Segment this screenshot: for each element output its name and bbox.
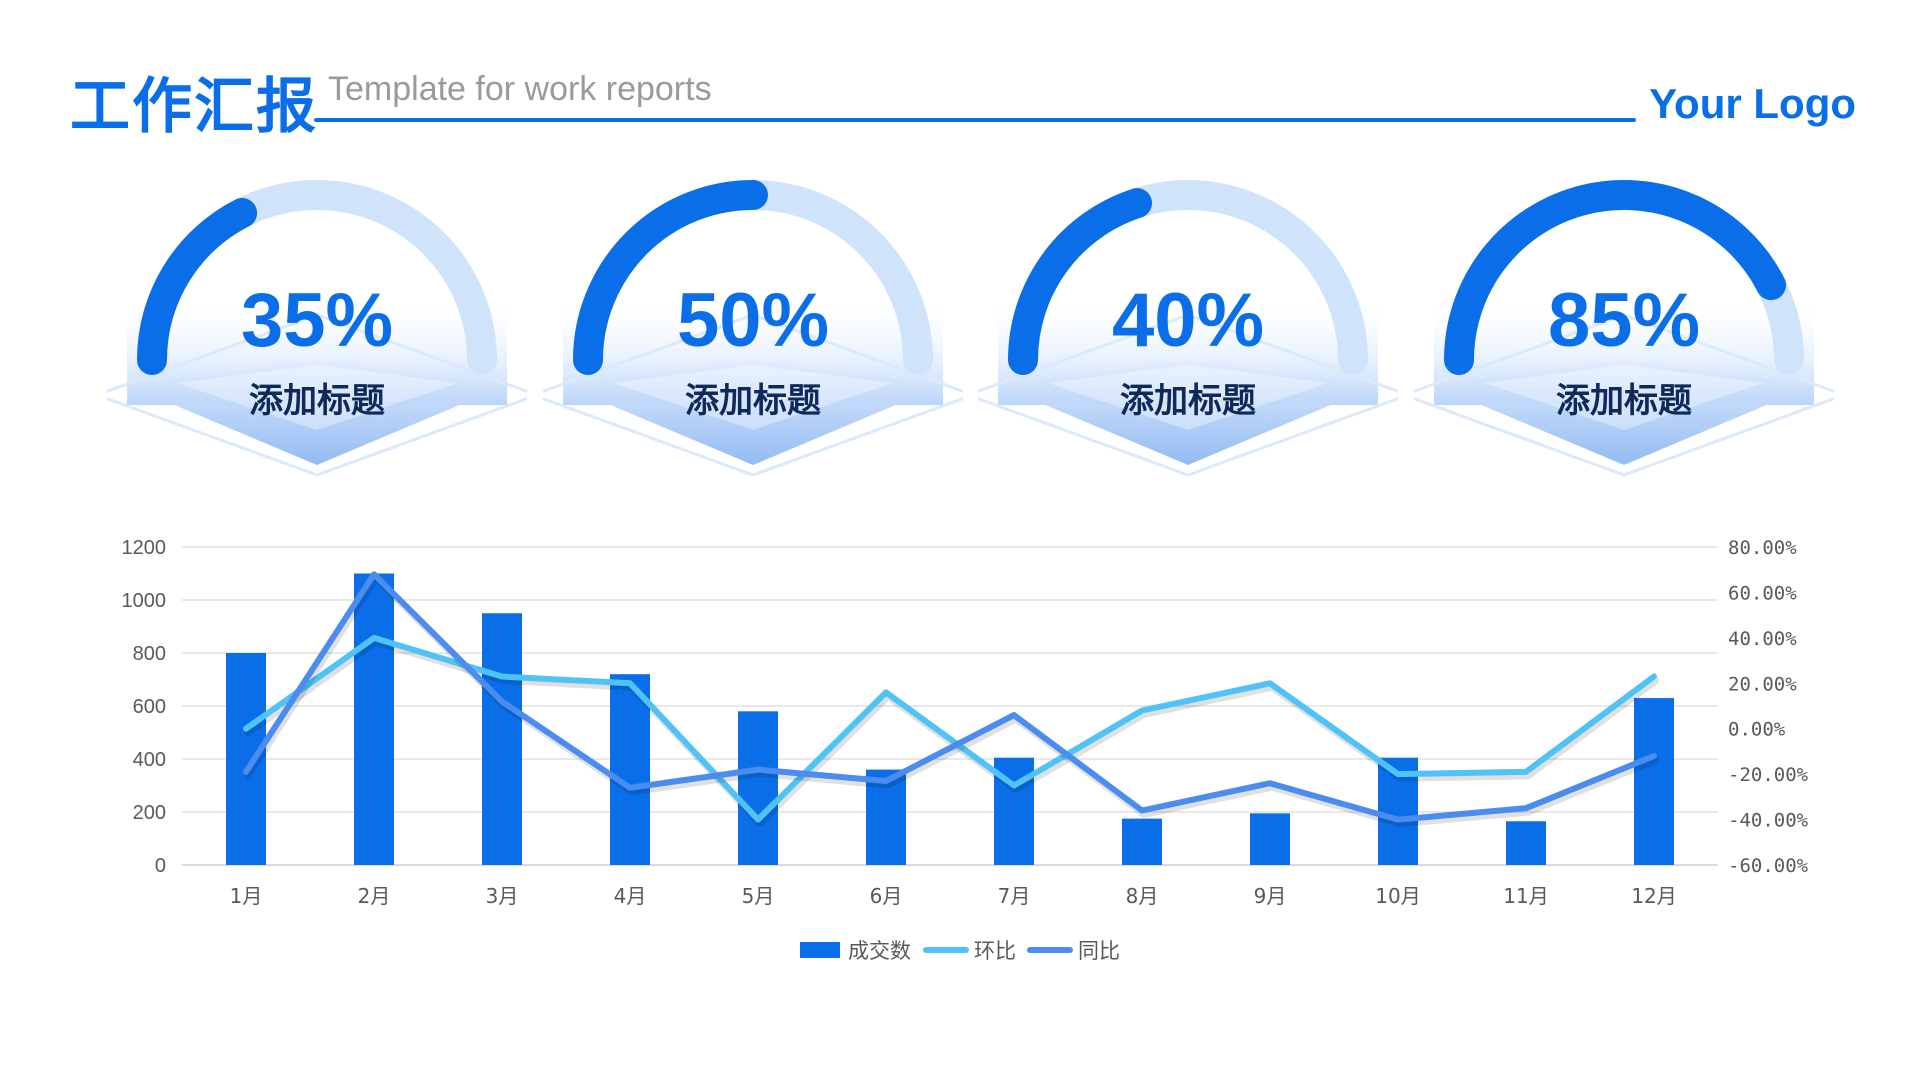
bar xyxy=(482,613,522,865)
kpi-platform-highlight xyxy=(1048,365,1328,430)
bar xyxy=(1506,821,1546,865)
kpi-label-1: 添加标题 xyxy=(249,381,385,421)
series-line-yoy xyxy=(243,571,1657,823)
kpi-value-2: 50% xyxy=(676,278,830,363)
bar xyxy=(1122,818,1162,865)
x-tick: 2月 xyxy=(358,884,391,908)
kpi-gauge-progress xyxy=(573,180,768,375)
x-tick: 9月 xyxy=(1254,884,1287,908)
kpi-gauge-progress xyxy=(1008,188,1153,375)
bar xyxy=(738,711,778,865)
kpi-platform-outline xyxy=(543,313,963,477)
page-title: 工作汇报 xyxy=(70,72,318,142)
x-tick: 4月 xyxy=(614,884,647,908)
kpi-card-4: 85% 添加标题 xyxy=(1414,175,1834,520)
x-tick: 7月 xyxy=(998,884,1031,908)
y-right-tick: 20.00% xyxy=(1728,673,1797,695)
y-right-tick: -20.00% xyxy=(1728,764,1809,786)
kpi-label-3: 添加标题 xyxy=(1120,381,1256,421)
kpi-platform-outline xyxy=(1414,313,1834,477)
kpi-gauge-progress xyxy=(137,197,258,375)
series-line-shadow xyxy=(244,638,1660,828)
x-tick: 3月 xyxy=(486,884,519,908)
series-line-shadow xyxy=(244,574,1660,828)
kpi-value-4: 85% xyxy=(1547,278,1701,363)
x-tick: 1月 xyxy=(230,884,263,908)
kpi-gauge-3 xyxy=(978,180,1398,477)
kpi-value-3: 40% xyxy=(1111,278,1265,363)
bar xyxy=(1250,813,1290,865)
kpi-card-1: 35% 添加标题 xyxy=(107,175,527,520)
kpi-platform-highlight xyxy=(177,365,457,430)
x-tick: 6月 xyxy=(870,884,903,908)
y-right-tick: 0.00% xyxy=(1728,719,1786,741)
header-divider xyxy=(314,118,1636,122)
kpi-platform-outline xyxy=(107,313,527,477)
kpi-platform xyxy=(127,360,507,465)
kpi-card-2: 50% 添加标题 xyxy=(543,175,963,520)
y-left-tick: 200 xyxy=(133,802,166,824)
kpi-platform xyxy=(998,360,1378,465)
brand-logo: Your Logo xyxy=(1649,80,1856,127)
y-left-tick: 400 xyxy=(133,749,166,771)
x-tick: 11月 xyxy=(1503,884,1548,908)
kpi-platform xyxy=(563,360,943,465)
legend-label: 成交数 xyxy=(848,939,911,963)
kpi-platform-highlight xyxy=(1484,365,1764,430)
kpi-value-1: 35% xyxy=(240,278,394,363)
header: 工作汇报 Template for work reports Your Logo xyxy=(0,0,1920,142)
x-tick: 10月 xyxy=(1375,884,1420,908)
bar xyxy=(354,573,394,865)
kpi-platform-highlight xyxy=(613,365,893,430)
page-subtitle: Template for work reports xyxy=(328,70,712,108)
y-right-tick: 60.00% xyxy=(1728,582,1797,604)
legend-label: 同比 xyxy=(1078,939,1120,963)
bar xyxy=(226,653,266,865)
y-right-tick: 40.00% xyxy=(1728,628,1797,650)
y-left-tick: 1200 xyxy=(122,537,167,559)
legend-swatch-bar xyxy=(800,942,840,958)
bar xyxy=(610,674,650,865)
kpi-platform-outline xyxy=(978,313,1398,477)
y-right-tick: -40.00% xyxy=(1728,810,1809,832)
kpi-gauge-progress xyxy=(1444,180,1787,375)
kpi-gauge-1 xyxy=(107,180,527,477)
y-right-tick: 80.00% xyxy=(1728,537,1797,559)
bar xyxy=(1634,698,1674,865)
kpi-gauge-2 xyxy=(543,180,963,477)
series-line-mom xyxy=(243,634,1657,823)
y-left-tick: 600 xyxy=(133,696,166,718)
x-tick: 12月 xyxy=(1631,884,1676,908)
y-right-tick: -60.00% xyxy=(1728,855,1809,877)
kpi-label-2: 添加标题 xyxy=(685,381,821,421)
y-left-tick: 800 xyxy=(133,643,166,665)
kpi-gauge-4 xyxy=(1414,180,1834,477)
combo-chart: 0 200 400 600 800 1000 1200 -60.00% -40.00% -20.0… xyxy=(0,520,1920,990)
kpi-label-4: 添加标题 xyxy=(1556,381,1692,421)
legend-label: 环比 xyxy=(974,939,1016,963)
bar xyxy=(866,769,906,865)
kpi-row: 35% 添加标题 50% 添加标题 40% 添加标题 85% 添加标题 xyxy=(0,175,1920,520)
y-left-tick: 1000 xyxy=(122,590,167,612)
x-tick: 5月 xyxy=(742,884,775,908)
y-left-tick: 0 xyxy=(155,855,166,877)
x-tick: 8月 xyxy=(1126,884,1159,908)
kpi-card-3: 40% 添加标题 xyxy=(978,175,1398,520)
kpi-platform xyxy=(1434,360,1814,465)
chart-svg: 0 200 400 600 800 1000 1200 -60.00% -40.00% -20.0… xyxy=(122,537,1809,963)
